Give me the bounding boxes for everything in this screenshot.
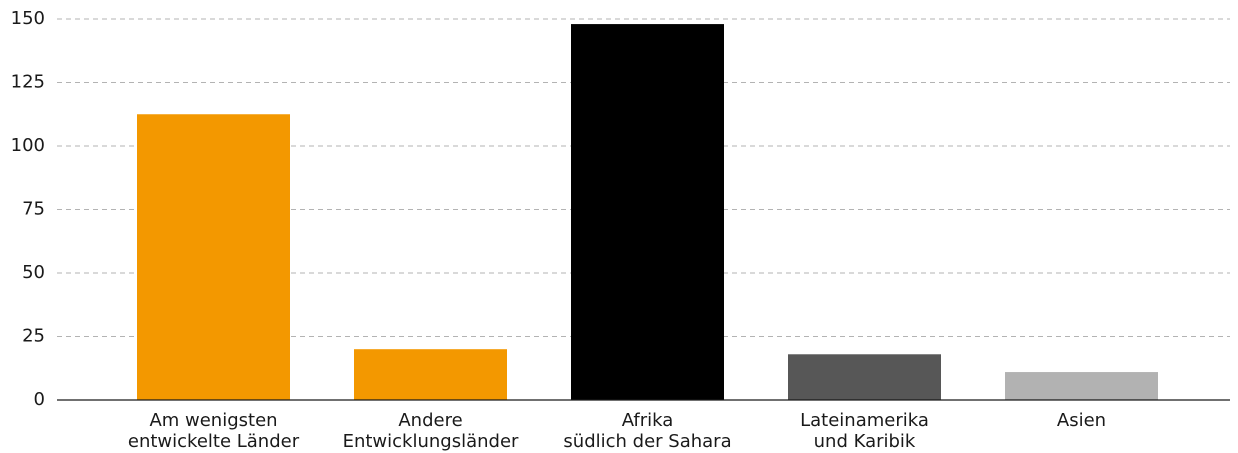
y-tick-label: 100 <box>11 135 45 156</box>
y-tick-label: 50 <box>22 262 45 283</box>
bar <box>788 354 941 400</box>
x-tick-label: Am wenigsten <box>149 410 277 431</box>
bar <box>571 24 724 401</box>
x-tick-label: Afrika <box>622 410 674 431</box>
y-tick-label: 150 <box>11 8 45 29</box>
x-tick-label: Entwicklungsländer <box>343 431 519 452</box>
bar <box>1005 372 1158 400</box>
x-tick-label: und Karibik <box>814 431 916 452</box>
y-tick-label: 0 <box>34 389 45 410</box>
x-tick-label: Andere <box>398 410 462 431</box>
bar <box>354 349 507 400</box>
y-tick-label: 25 <box>22 326 45 347</box>
x-tick-label: entwickelte Länder <box>128 431 300 452</box>
x-tick-label: Asien <box>1057 410 1106 431</box>
y-tick-label: 125 <box>11 72 45 93</box>
x-tick-label: südlich der Sahara <box>563 431 731 452</box>
x-tick-label: Lateinamerika <box>800 410 929 431</box>
y-tick-label: 75 <box>22 199 45 220</box>
bar <box>137 114 290 400</box>
